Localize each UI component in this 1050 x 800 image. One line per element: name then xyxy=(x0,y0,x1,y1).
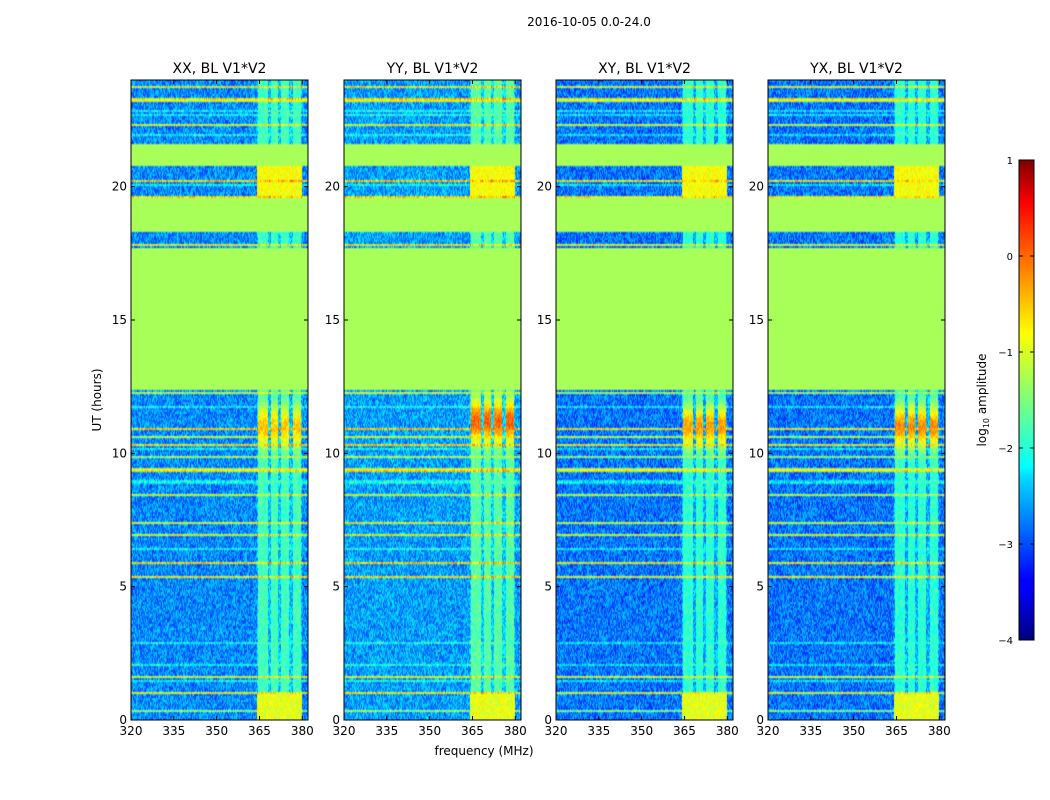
x-tick-label: 350 xyxy=(842,724,865,738)
y-tick-label: 15 xyxy=(325,313,340,327)
y-tick-label: 20 xyxy=(325,180,340,194)
y-tick-label: 15 xyxy=(749,313,764,327)
panel-title: YY, BL V1*V2 xyxy=(386,61,479,77)
x-tick-label: 380 xyxy=(504,724,527,738)
colorbar-label: log10 amplitude xyxy=(975,354,991,447)
panel-title: XX, BL V1*V2 xyxy=(173,61,267,77)
colorbar-tick-label: 1 xyxy=(1007,156,1013,167)
x-axis-label: frequency (MHz) xyxy=(434,744,533,758)
x-tick-label: 350 xyxy=(418,724,441,738)
x-tick-label: 350 xyxy=(630,724,653,738)
x-tick-label: 380 xyxy=(928,724,951,738)
y-axis-label: UT (hours) xyxy=(90,368,104,431)
y-tick-label: 10 xyxy=(325,446,340,460)
y-tick-label: 5 xyxy=(544,580,552,594)
y-tick-label: 15 xyxy=(112,313,127,327)
x-tick-label: 365 xyxy=(461,724,484,738)
x-tick-label: 365 xyxy=(248,724,271,738)
y-tick-label: 0 xyxy=(756,713,764,727)
y-tick-label: 5 xyxy=(756,580,764,594)
x-tick-label: 320 xyxy=(545,724,568,738)
y-tick-label: 0 xyxy=(332,713,340,727)
panel-frame xyxy=(130,79,309,721)
colorbar-tick-label: −4 xyxy=(998,636,1013,647)
panel-frame xyxy=(767,79,946,721)
y-tick-label: 20 xyxy=(749,180,764,194)
y-tick-label: 20 xyxy=(537,180,552,194)
colorbar-tick-label: 0 xyxy=(1007,252,1013,263)
heatmap-image xyxy=(556,80,733,720)
x-tick-label: 335 xyxy=(162,724,185,738)
heatmap-image xyxy=(344,80,521,720)
panel-title: YX, BL V1*V2 xyxy=(809,61,903,77)
x-tick-label: 350 xyxy=(205,724,228,738)
panel-title: XY, BL V1*V2 xyxy=(598,61,691,77)
panel-frame xyxy=(343,79,522,721)
x-tick-label: 320 xyxy=(333,724,356,738)
heatmap-panel: YX, BL V1*V2 320 335 350 365 380 0 5 10 15 20 xyxy=(749,61,951,738)
heatmap-panel: XY, BL V1*V2 320 335 350 365 380 0 5 10 15 20 xyxy=(537,61,739,738)
colorbar-ticks: 1 0 −1 −2 −3 −4 xyxy=(998,156,1034,647)
heatmap-image xyxy=(768,80,945,720)
x-tick-label: 320 xyxy=(120,724,143,738)
panel-frame xyxy=(555,79,734,721)
x-tick-label: 380 xyxy=(716,724,739,738)
y-tick-label: 0 xyxy=(119,713,127,727)
y-tick-label: 5 xyxy=(119,580,127,594)
heatmap-panel: XX, BL V1*V2 320 335 350 365 380 0 5 10 15 20 xyxy=(112,61,314,738)
y-tick-label: 15 xyxy=(537,313,552,327)
colorbar-tick-label: −1 xyxy=(998,348,1013,359)
colorbar-gradient xyxy=(1018,159,1035,641)
x-tick-label: 320 xyxy=(757,724,780,738)
y-tick-label: 0 xyxy=(544,713,552,727)
x-tick-label: 365 xyxy=(673,724,696,738)
y-tick-label: 5 xyxy=(332,580,340,594)
colorbar-tick-label: −3 xyxy=(998,540,1013,551)
x-tick-label: 335 xyxy=(375,724,398,738)
x-tick-label: 335 xyxy=(799,724,822,738)
colorbar-label-prefix: log xyxy=(975,428,989,446)
x-tick-label: 380 xyxy=(291,724,314,738)
colorbar: 10−1−2−3−4 log10 amplitude xyxy=(975,156,1035,647)
colorbar-tick-label: −2 xyxy=(998,444,1013,455)
x-tick-label: 365 xyxy=(885,724,908,738)
colorbar-label-sub: 10 xyxy=(982,418,991,428)
colorbar-label-suffix: amplitude xyxy=(975,354,989,418)
y-tick-label: 10 xyxy=(749,446,764,460)
heatmap-image xyxy=(131,80,308,720)
y-tick-label: 10 xyxy=(537,446,552,460)
y-tick-label: 20 xyxy=(112,180,127,194)
figure-suptitle: 2016-10-05 0.0-24.0 xyxy=(527,15,651,29)
y-tick-label: 10 xyxy=(112,446,127,460)
heatmap-panel: YY, BL V1*V2 320 335 350 365 380 0 5 10 15 20 xyxy=(325,61,527,738)
x-tick-label: 335 xyxy=(587,724,610,738)
